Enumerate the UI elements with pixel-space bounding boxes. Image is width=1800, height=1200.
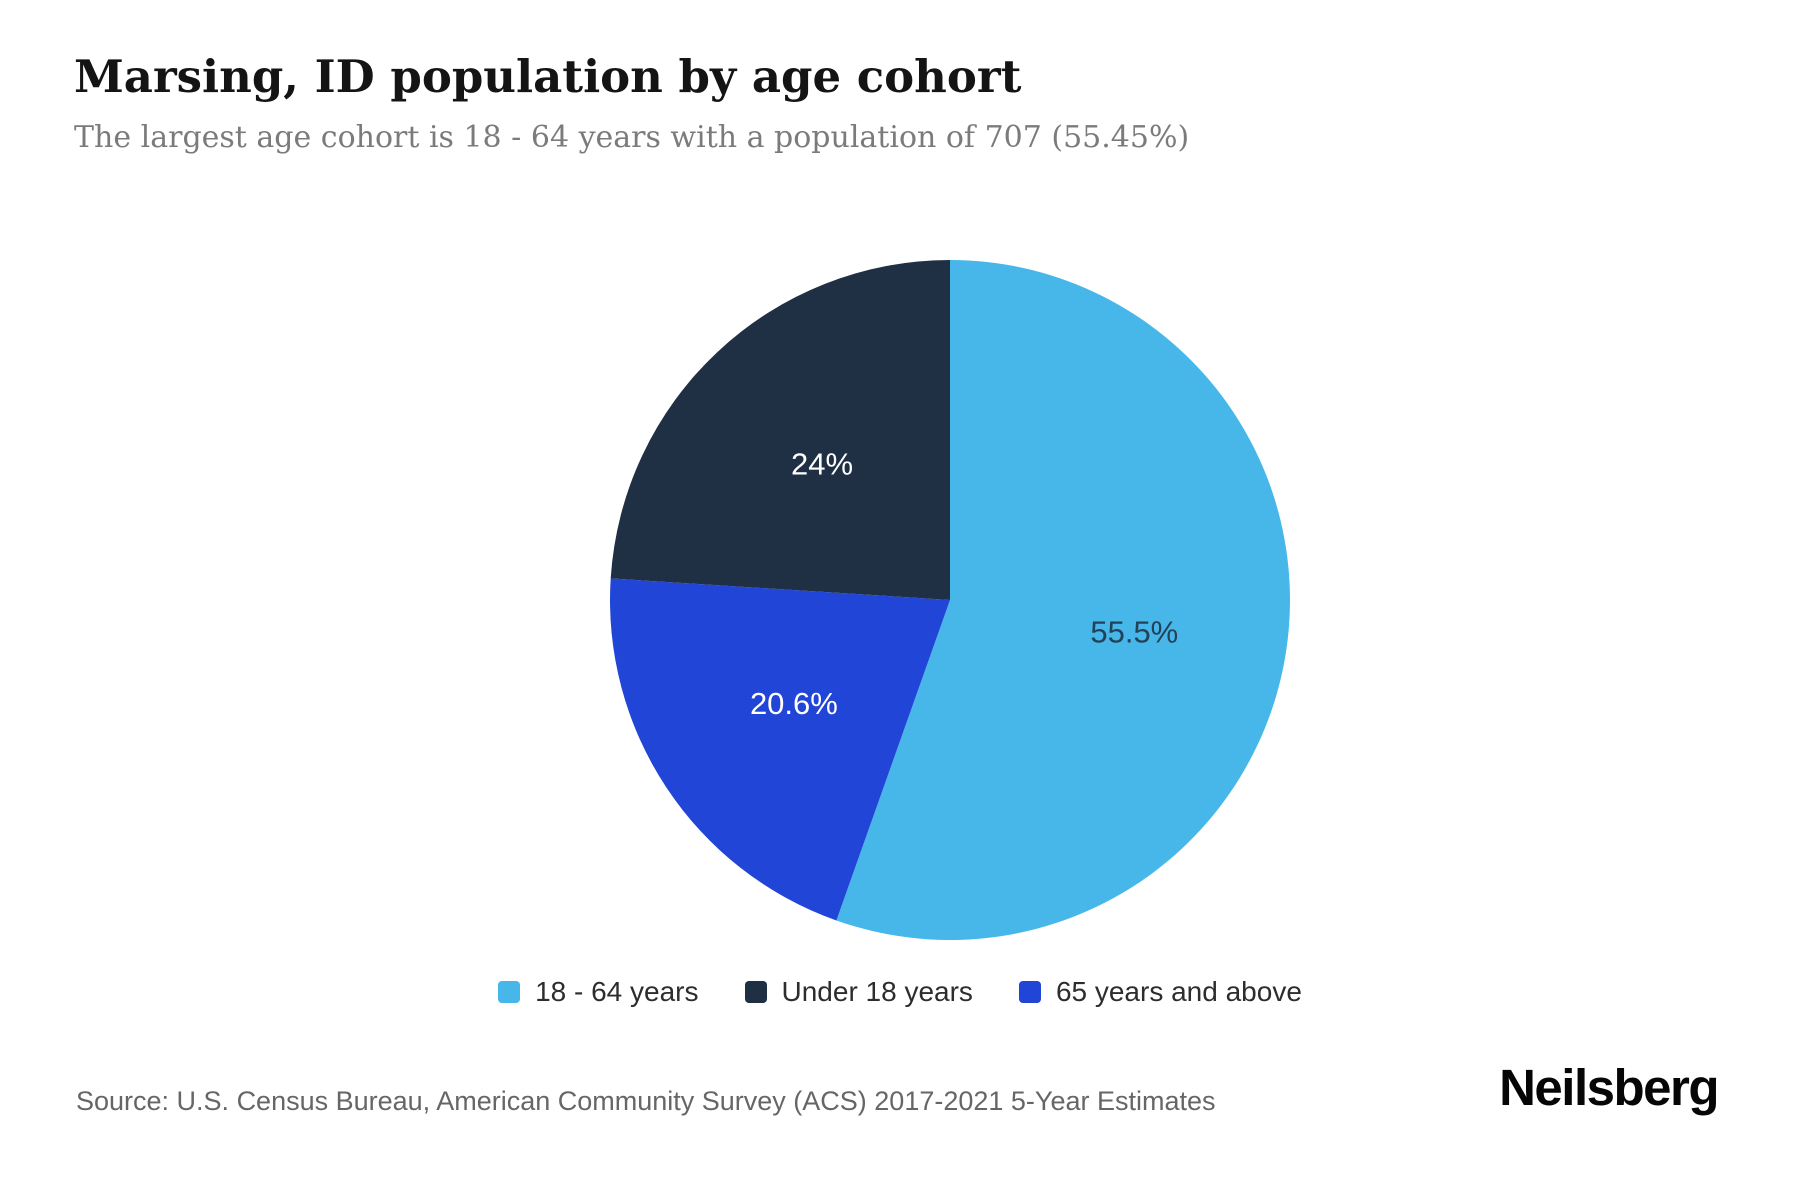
- legend-item-18-64-years[interactable]: 18 - 64 years: [498, 976, 699, 1008]
- pie-slice-label: 24%: [791, 446, 853, 481]
- legend-swatch-65-years-and-above: [1018, 981, 1041, 1003]
- pie-slice-label: 20.6%: [750, 686, 838, 721]
- legend-swatch-under-18-years: [744, 981, 767, 1003]
- source-attribution: Source: U.S. Census Bureau, American Com…: [76, 1086, 1216, 1116]
- legend-label: Under 18 years: [781, 976, 973, 1007]
- pie-slice-65-years-and-above[interactable]: [610, 578, 950, 921]
- chart-title: Marsing, ID population by age cohort: [74, 50, 1022, 103]
- pie-chart[interactable]: 55.5% 20.6% 24%: [606, 256, 1294, 944]
- legend: 18 - 64 years Under 18 years 65 years an…: [0, 976, 1800, 1008]
- neilsberg-logo[interactable]: Neilsberg: [1499, 1059, 1719, 1116]
- legend-label: 65 years and above: [1055, 976, 1302, 1007]
- legend-item-65-years-and-above[interactable]: 65 years and above: [1018, 976, 1302, 1008]
- legend-swatch-18-64-years: [498, 981, 521, 1003]
- legend-item-under-18-years[interactable]: Under 18 years: [744, 976, 973, 1008]
- pie-slice-under-18-years[interactable]: [610, 260, 950, 600]
- pie-slice-18-64-years[interactable]: [836, 260, 1290, 941]
- chart-subtitle: The largest age cohort is 18 - 64 years …: [74, 120, 1190, 155]
- pie-slice-label: 55.5%: [1090, 615, 1178, 650]
- legend-label: 18 - 64 years: [535, 976, 699, 1007]
